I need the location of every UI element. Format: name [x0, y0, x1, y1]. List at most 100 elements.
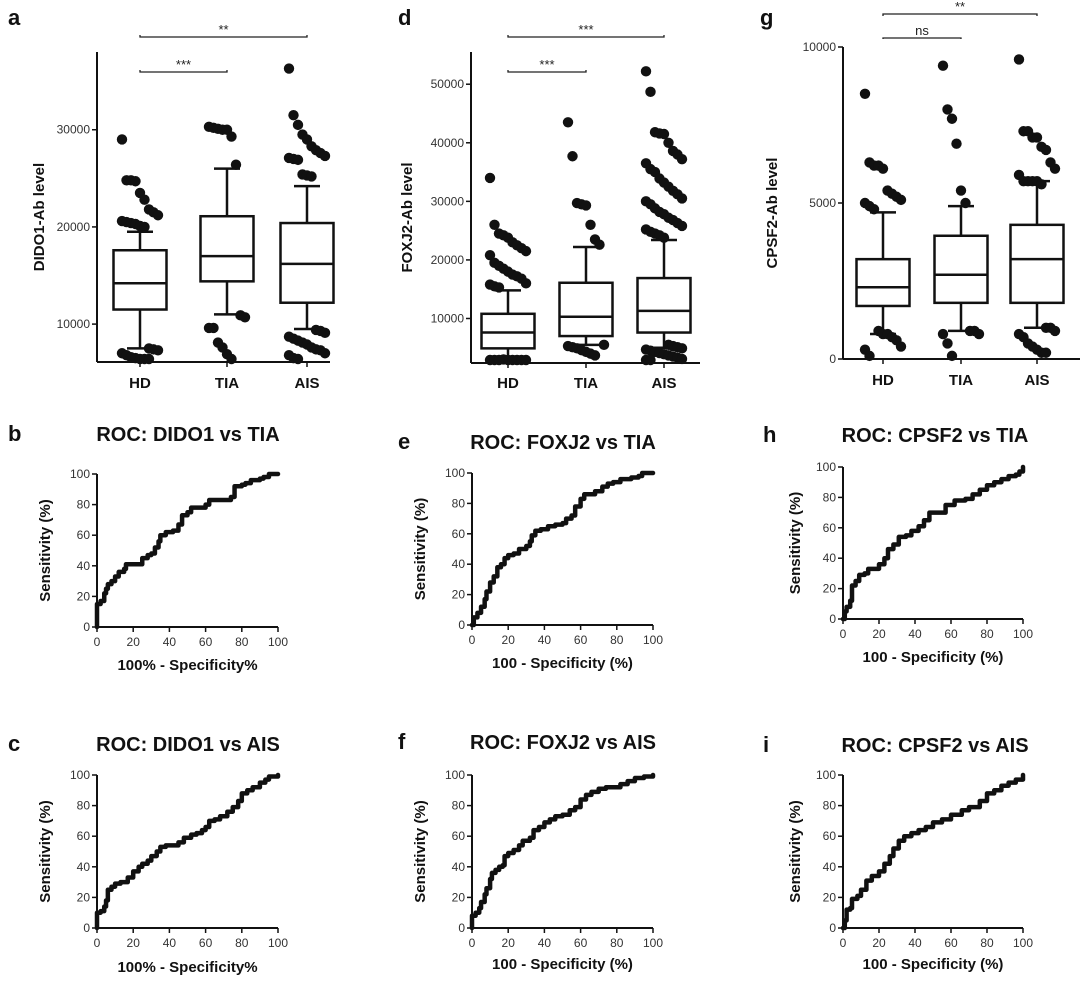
outlier-point	[937, 328, 949, 340]
panel-letter: b	[8, 421, 21, 446]
outlier-point	[640, 66, 652, 77]
y-tick-label: 0	[83, 620, 90, 634]
outlier-point	[143, 353, 155, 365]
y-tick-label: 20	[452, 588, 466, 602]
panel-letter: i	[763, 732, 769, 757]
outlier-point	[319, 150, 331, 162]
outlier-point	[484, 250, 496, 261]
x-category-label: HD	[129, 375, 151, 392]
y-axis-label: Sensitivity (%)	[412, 800, 429, 903]
roc-curve	[840, 772, 1026, 931]
x-tick-label: 100	[1013, 627, 1033, 641]
x-axis-label: 100 - Specificity (%)	[492, 956, 633, 973]
y-tick-label: 100	[70, 467, 90, 481]
x-tick-label: 0	[840, 936, 847, 950]
y-tick-label: 40	[77, 860, 91, 874]
significance-bracket: **	[139, 22, 308, 38]
outlier-point	[567, 151, 578, 162]
outlier-point	[1040, 144, 1052, 156]
significance-label: ***	[578, 22, 593, 37]
roc-panel-b: b ROC: DIDO1 vs TIA 0 20 40 60 80 100 0 20 40 60 80 1…	[8, 421, 288, 674]
outlier-point	[946, 350, 958, 362]
y-axis-label: Sensitivity (%)	[412, 498, 429, 601]
outlier-point	[208, 322, 219, 334]
x-tick-label: 80	[980, 627, 994, 641]
bracket-line	[507, 35, 665, 38]
x-tick-label: 40	[538, 633, 552, 647]
outlier-point	[306, 171, 317, 182]
x-category-label: TIA	[574, 375, 598, 392]
x-tick-label: 40	[908, 627, 922, 641]
iqr-box	[1009, 223, 1065, 305]
y-tick-label: 10000	[431, 311, 465, 325]
y-tick-label: 60	[77, 528, 91, 542]
outlier-point	[676, 220, 688, 232]
outlier-point	[645, 354, 656, 366]
y-axis-label: Sensitivity (%)	[787, 800, 804, 903]
y-tick-label: 20000	[57, 220, 91, 234]
outlier-point	[130, 176, 141, 187]
x-tick-label: 80	[610, 633, 624, 647]
x-axis-label: 100 - Specificity (%)	[863, 956, 1004, 973]
x-tick-label: 80	[980, 936, 994, 950]
x-tick-label: 60	[944, 627, 958, 641]
y-tick-label: 30000	[57, 123, 91, 137]
bracket-line	[139, 35, 308, 38]
roc-panel-f: f ROC: FOXJ2 vs AIS 0 20 40 60 80 100 0 20 40 60 80 1…	[398, 729, 663, 973]
outlier-point	[868, 204, 880, 215]
significance-bracket: ***	[139, 57, 228, 73]
outlier-point	[1031, 132, 1043, 143]
bracket-line	[139, 70, 228, 73]
x-tick-label: 100	[1013, 936, 1033, 950]
outlier-point	[562, 117, 574, 128]
x-tick-label: 20	[502, 936, 516, 950]
x-tick-label: 80	[610, 936, 624, 950]
box-hd	[855, 88, 911, 362]
y-tick-label: 60	[452, 527, 466, 541]
outlier-point	[1049, 325, 1061, 337]
boxplot-panel-d: d 10000 20000 30000 40000 50000 FOXJ2-Ab level…	[398, 5, 700, 392]
y-tick-label: 40	[823, 860, 837, 874]
box-ais	[636, 66, 692, 366]
roc-curve	[469, 772, 656, 931]
significance-bracket: ***	[507, 57, 587, 73]
outlier-point	[493, 282, 505, 293]
y-tick-label: 10000	[803, 40, 837, 54]
x-axis-label: 100 - Specificity (%)	[863, 649, 1004, 666]
outlier-point	[139, 194, 150, 205]
x-tick-label: 20	[872, 627, 886, 641]
iqr-box	[855, 257, 911, 308]
y-tick-label: 60	[823, 829, 837, 843]
outlier-point	[520, 278, 532, 289]
x-tick-label: 60	[574, 936, 588, 950]
y-tick-label: 20	[823, 582, 837, 596]
roc-panel-h: h ROC: CPSF2 vs TIA 0 20 40 60 80 100 0 20 40 60 80 1…	[763, 422, 1033, 666]
x-tick-label: 60	[199, 635, 213, 649]
y-axis-label: FOXJ2-Ab level	[399, 162, 416, 272]
outlier-point	[676, 353, 688, 365]
x-category-label: HD	[497, 375, 519, 392]
x-category-label: AIS	[1024, 372, 1049, 389]
boxplot-panel-a: a 10000 20000 30000 DIDO1-Ab level HD TIA AIS **…	[8, 5, 335, 392]
outlier-point	[116, 134, 128, 145]
outlier-point	[226, 353, 237, 365]
x-tick-label: 100	[268, 936, 288, 950]
y-tick-label: 20	[823, 890, 837, 904]
roc-panel-i: i ROC: CPSF2 vs AIS 0 20 40 60 80 100 0 20 40 60 80 1…	[763, 732, 1033, 973]
x-category-label: TIA	[949, 372, 973, 389]
box-tia	[199, 121, 255, 365]
y-tick-label: 60	[77, 829, 91, 843]
outlier-point	[239, 312, 251, 323]
panel-letter: h	[763, 422, 776, 447]
x-tick-label: 80	[235, 635, 249, 649]
x-tick-label: 60	[944, 936, 958, 950]
y-tick-label: 100	[816, 768, 836, 782]
significance-bracket: **	[882, 0, 1038, 16]
outlier-point	[676, 193, 688, 204]
box-hd	[480, 172, 536, 366]
outlier-point	[230, 159, 242, 170]
roc-panel-c: c ROC: DIDO1 vs AIS 0 20 40 60 80 100 0 20 40 60 80 1…	[8, 731, 288, 976]
outlier-point	[598, 339, 610, 351]
outlier-point	[226, 131, 237, 142]
